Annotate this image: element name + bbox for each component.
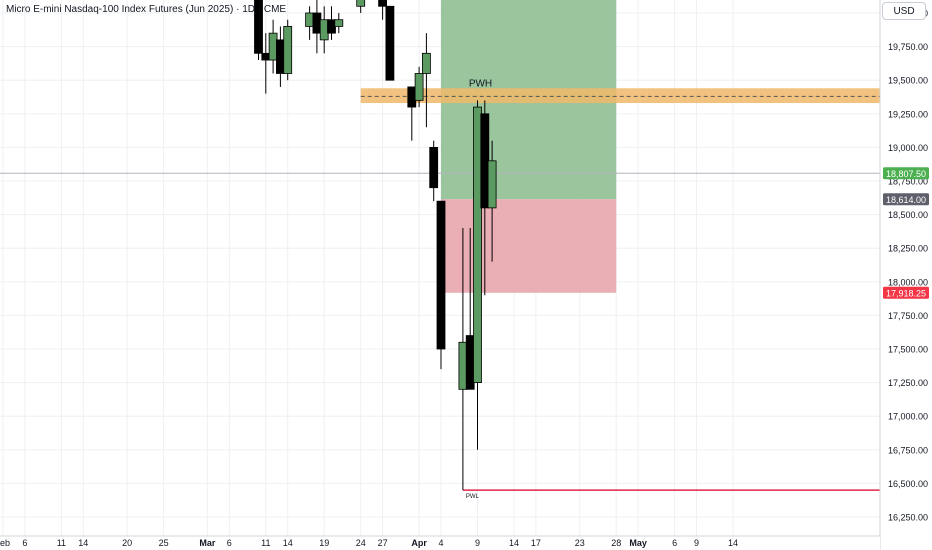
- pwl-label: PWL: [466, 494, 480, 500]
- candle-body: [261, 52, 271, 61]
- y-tick-label: 19,500.00: [888, 76, 928, 86]
- candle: [268, 19, 278, 74]
- candle: [283, 19, 293, 81]
- candle: [385, 5, 395, 81]
- x-tick-label: 14: [509, 538, 519, 548]
- x-tick-label: 20: [122, 538, 132, 548]
- x-tick-label: eb: [0, 538, 10, 548]
- y-tick-label: 17,000.00: [888, 412, 928, 422]
- x-tick-label: 28: [611, 538, 621, 548]
- candle: [275, 26, 285, 87]
- y-tick-label: 17,500.00: [888, 345, 928, 355]
- x-tick-label: 27: [378, 538, 388, 548]
- y-tick-label: 17,250.00: [888, 378, 928, 388]
- currency-selector[interactable]: USD: [882, 2, 926, 20]
- candle: [473, 100, 482, 450]
- candle: [305, 6, 315, 40]
- x-tick-label: 6: [227, 538, 232, 548]
- price-label-bg: [883, 193, 929, 206]
- x-tick-label: 9: [475, 538, 480, 548]
- candle-body: [473, 106, 482, 383]
- candle-body: [254, 0, 263, 54]
- candle: [334, 13, 344, 34]
- price-label-bg: [883, 167, 929, 180]
- candle-body: [327, 19, 336, 34]
- y-tick-label: 16,500.00: [888, 479, 928, 489]
- candle-body: [385, 5, 395, 81]
- x-tick-label: 11: [57, 538, 66, 548]
- candle: [378, 0, 388, 20]
- candle-body: [268, 32, 278, 61]
- y-tick-label: 19,750.00: [888, 42, 928, 52]
- x-tick-label: 6: [672, 538, 677, 548]
- y-tick-label: 17,750.00: [888, 311, 928, 321]
- candle-body: [275, 39, 285, 74]
- x-tick-label: 14: [283, 538, 293, 548]
- candle: [261, 33, 271, 94]
- x-tick-label: 17: [531, 538, 541, 548]
- x-tick-label: 4: [438, 538, 443, 548]
- y-tick-label: 18,000.00: [888, 277, 928, 287]
- y-tick-label: 16,250.00: [888, 513, 928, 523]
- candle-body: [356, 0, 366, 7]
- x-tick-label: 24: [356, 538, 366, 548]
- x-tick-label: May: [629, 538, 647, 548]
- candle-body: [421, 52, 431, 74]
- price-label: 18,807.50: [886, 169, 926, 179]
- candle: [414, 66, 424, 108]
- candle-body: [319, 19, 329, 41]
- candle: [312, 0, 322, 54]
- candle-body: [334, 19, 344, 27]
- price-label: 18,614.00: [886, 195, 926, 205]
- candle: [421, 33, 431, 128]
- candle-body: [465, 335, 475, 390]
- x-tick-label: 11: [261, 538, 270, 548]
- candle: [254, 0, 263, 61]
- candle-body: [480, 113, 490, 209]
- y-tick-label: 19,250.00: [888, 109, 928, 119]
- x-tick-label: 19: [319, 538, 329, 548]
- x-tick-label: 25: [159, 538, 169, 548]
- candle: [429, 140, 439, 202]
- pwh-band: [360, 88, 880, 104]
- x-tick-label: Mar: [199, 538, 216, 548]
- y-tick-label: 16,750.00: [888, 445, 928, 455]
- candle-body: [283, 26, 293, 74]
- x-tick-label: 14: [728, 538, 738, 548]
- y-tick-label: 19,000.00: [888, 143, 928, 153]
- price-label-bg: [883, 286, 929, 299]
- candle-body: [414, 73, 424, 101]
- x-tick-label: 6: [22, 538, 27, 548]
- time-axis: [0, 536, 880, 550]
- price-label: 17,918.25: [886, 288, 926, 298]
- x-tick-label: 14: [78, 538, 88, 548]
- candle-body: [436, 200, 446, 350]
- candle-body: [305, 12, 315, 27]
- x-tick-label: 23: [575, 538, 585, 548]
- candle-body: [378, 0, 388, 7]
- candle-body: [312, 12, 322, 34]
- price-axis: [880, 0, 932, 550]
- pwh-label: PWH: [469, 78, 492, 89]
- x-tick-label: 9: [694, 538, 699, 548]
- candle: [327, 6, 336, 40]
- candle: [436, 200, 446, 370]
- chart-title: Micro E-mini Nasdaq-100 Index Futures (J…: [6, 4, 287, 15]
- candle: [487, 140, 497, 262]
- candle-body: [429, 146, 439, 189]
- candle-body: [407, 86, 417, 108]
- candle: [356, 0, 366, 13]
- y-tick-label: 18,750.00: [888, 177, 928, 187]
- stop-loss-zone: [441, 199, 617, 293]
- x-tick-label: Apr: [411, 538, 427, 548]
- candle-body: [487, 160, 497, 209]
- y-tick-label: 18,250.00: [888, 244, 928, 254]
- candle-body: [458, 341, 468, 390]
- y-tick-label: 18,500.00: [888, 210, 928, 220]
